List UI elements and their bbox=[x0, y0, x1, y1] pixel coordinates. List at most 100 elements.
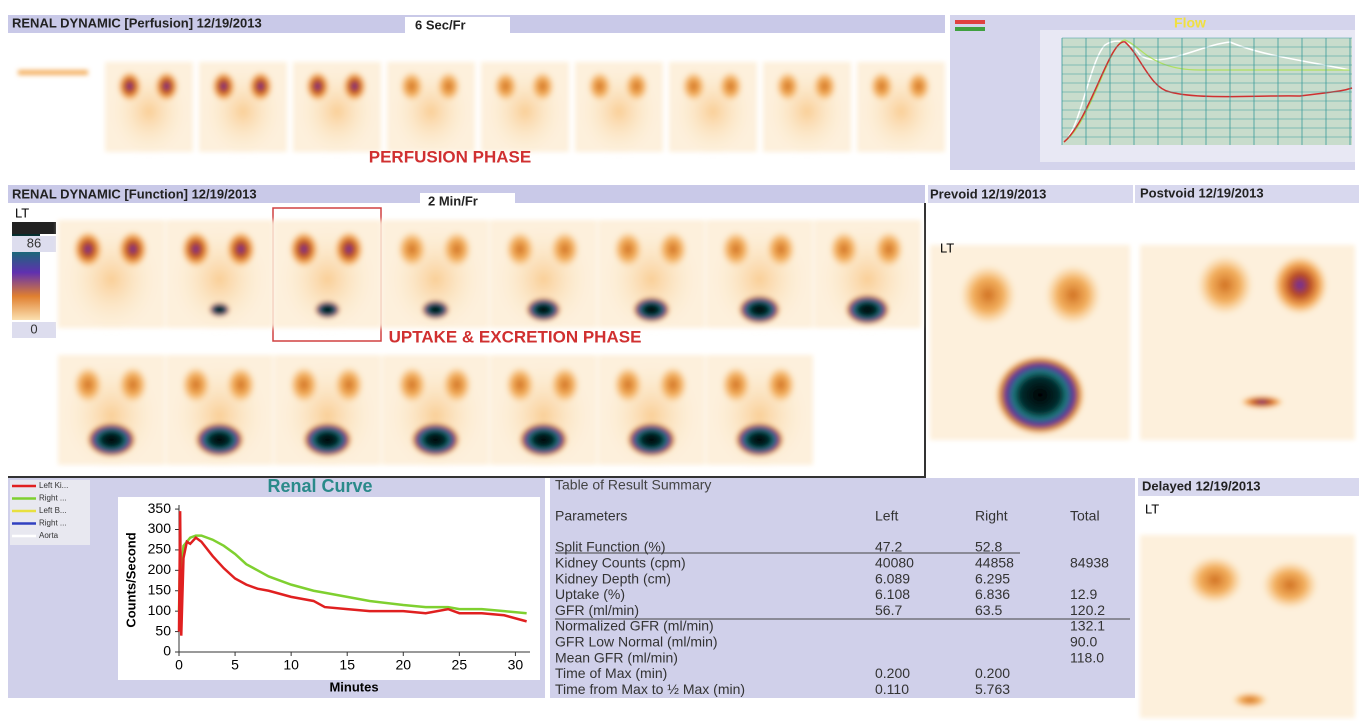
table-title: Table of Result Summary bbox=[555, 477, 711, 493]
phase-label: PERFUSION PHASE bbox=[369, 147, 531, 166]
table-cell: 120.2 bbox=[1070, 602, 1105, 618]
legend-label: Left B... bbox=[39, 506, 67, 515]
kidney bbox=[397, 231, 427, 268]
table-cell: 0.110 bbox=[875, 681, 909, 697]
table-cell: 6.295 bbox=[975, 570, 1010, 586]
x-tick-label: 30 bbox=[508, 657, 524, 673]
kidney bbox=[1197, 255, 1253, 315]
kidney bbox=[399, 71, 424, 102]
chart-title: Renal Curve bbox=[267, 476, 372, 496]
bladder bbox=[209, 302, 230, 317]
y-tick-label: 150 bbox=[148, 581, 172, 597]
bladder bbox=[87, 422, 136, 457]
bladder bbox=[995, 355, 1085, 435]
kidney bbox=[613, 231, 643, 268]
y-tick-label: 250 bbox=[148, 541, 172, 557]
bladder bbox=[735, 422, 784, 457]
kidney bbox=[906, 71, 931, 102]
bladder bbox=[421, 300, 449, 319]
bladder bbox=[738, 295, 780, 324]
kidney bbox=[550, 366, 580, 403]
flow-legend-swatch bbox=[955, 27, 985, 31]
bladder bbox=[526, 297, 561, 321]
kidney bbox=[1262, 561, 1318, 609]
table-cell: 6.108 bbox=[875, 586, 910, 602]
side-label: LT bbox=[940, 240, 954, 255]
kidney bbox=[226, 231, 256, 268]
bladder bbox=[1240, 395, 1284, 409]
kidney bbox=[658, 366, 688, 403]
bladder bbox=[1232, 692, 1268, 708]
table-header: Right bbox=[975, 508, 1008, 524]
table-cell: 44858 bbox=[975, 555, 1014, 571]
kidney bbox=[118, 231, 148, 268]
kidney bbox=[960, 265, 1016, 325]
x-tick-label: 10 bbox=[283, 657, 299, 673]
legend-label: Left Ki... bbox=[39, 481, 68, 490]
kidney bbox=[681, 71, 706, 102]
bladder bbox=[627, 422, 676, 457]
table-cell: GFR Low Normal (ml/min) bbox=[555, 634, 718, 650]
panel-title: RENAL DYNAMIC [Perfusion] 12/19/2013 bbox=[12, 15, 262, 30]
scale-label: LT bbox=[15, 205, 29, 220]
table-cell: Time of Max (min) bbox=[555, 665, 667, 681]
frame-rate: 6 Sec/Fr bbox=[415, 17, 466, 32]
legend-label: Right ... bbox=[39, 494, 67, 503]
kidney bbox=[181, 231, 211, 268]
table-cell: Kidney Counts (cpm) bbox=[555, 555, 686, 571]
kidney bbox=[718, 71, 743, 102]
kidney bbox=[436, 71, 461, 102]
table-cell: 90.0 bbox=[1070, 634, 1097, 650]
kidney bbox=[226, 366, 256, 403]
table-cell: 63.5 bbox=[975, 602, 1002, 618]
kidney bbox=[1272, 255, 1328, 315]
table-cell: 47.2 bbox=[875, 539, 902, 555]
panel-title: RENAL DYNAMIC [Function] 12/19/2013 bbox=[12, 186, 257, 201]
panel-title: Prevoid 12/19/2013 bbox=[930, 186, 1046, 201]
kidney bbox=[211, 71, 236, 102]
x-tick-label: 15 bbox=[339, 657, 355, 673]
kidney bbox=[154, 71, 179, 102]
bladder bbox=[303, 422, 352, 457]
table-header: Left bbox=[875, 508, 898, 524]
kidney bbox=[658, 231, 688, 268]
bladder bbox=[315, 301, 341, 319]
kidney bbox=[505, 231, 535, 268]
table-cell: 6.836 bbox=[975, 586, 1010, 602]
phase-label: UPTAKE & EXCRETION PHASE bbox=[389, 327, 642, 346]
bladder bbox=[519, 422, 568, 457]
kidney bbox=[342, 71, 367, 102]
image-frame bbox=[18, 70, 88, 75]
kidney bbox=[73, 366, 103, 403]
x-tick-label: 20 bbox=[395, 657, 411, 673]
y-tick-label: 0 bbox=[163, 643, 171, 659]
kidney bbox=[721, 366, 751, 403]
table-cell: GFR (ml/min) bbox=[555, 602, 639, 618]
kidney bbox=[248, 71, 273, 102]
screen: RENAL DYNAMIC [Perfusion] 12/19/2013 6 S… bbox=[0, 0, 1359, 721]
kidney bbox=[613, 366, 643, 403]
kidney bbox=[550, 231, 580, 268]
kidney bbox=[181, 366, 211, 403]
panel-title: Postvoid 12/19/2013 bbox=[1140, 185, 1264, 200]
frame-rate: 2 Min/Fr bbox=[428, 193, 478, 208]
kidney bbox=[812, 71, 837, 102]
y-axis-label: Counts/Second bbox=[123, 532, 138, 627]
kidney bbox=[289, 366, 319, 403]
x-axis-label: Minutes bbox=[329, 679, 378, 694]
table-cell: 0.200 bbox=[975, 665, 1010, 681]
kidney bbox=[766, 366, 796, 403]
table-cell: Mean GFR (ml/min) bbox=[555, 649, 678, 665]
page: RENAL DYNAMIC [Perfusion] 12/19/2013 6 S… bbox=[0, 0, 1359, 721]
kidney bbox=[493, 71, 518, 102]
legend-label: Right ... bbox=[39, 519, 67, 528]
table-cell: Split Function (%) bbox=[555, 539, 665, 555]
kidney bbox=[442, 231, 472, 268]
kidney bbox=[305, 71, 330, 102]
image-frame bbox=[1140, 535, 1355, 718]
flow-legend-swatch bbox=[955, 20, 985, 24]
side-label: LT bbox=[1145, 501, 1159, 516]
kidney bbox=[118, 366, 148, 403]
table-cell: 6.089 bbox=[875, 570, 910, 586]
table-cell: 12.9 bbox=[1070, 586, 1097, 602]
